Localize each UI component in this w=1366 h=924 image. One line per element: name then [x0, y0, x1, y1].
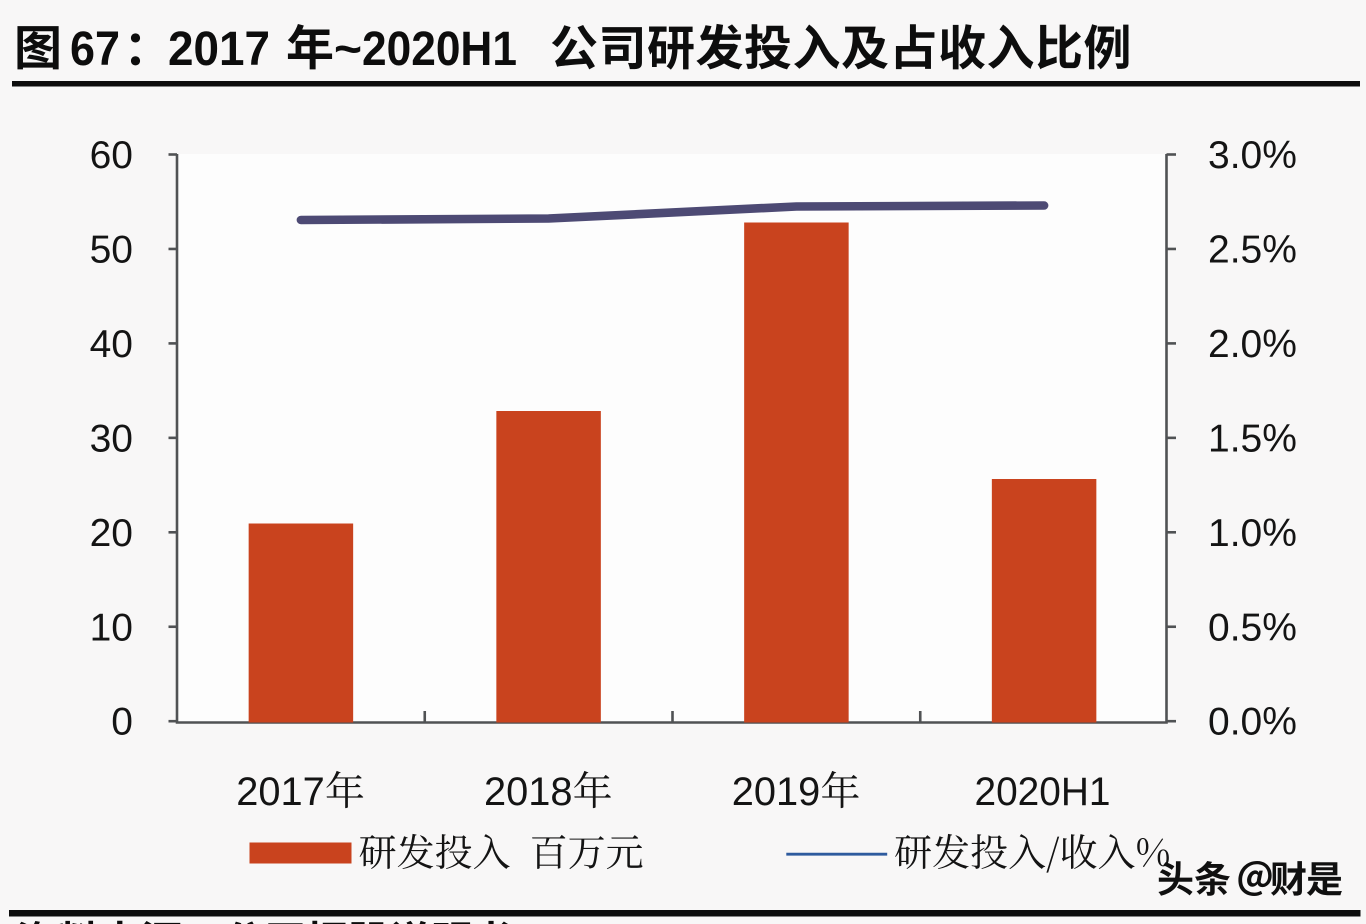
svg-text:2.5%: 2.5%	[1208, 228, 1297, 271]
svg-text:20: 20	[90, 512, 133, 555]
svg-text:2017: 2017	[236, 770, 324, 814]
svg-text:2.0%: 2.0%	[1208, 323, 1297, 366]
svg-text:2020H1: 2020H1	[975, 770, 1111, 814]
svg-text:0.0%: 0.0%	[1208, 701, 1297, 744]
svg-text:67: 67	[70, 23, 120, 76]
svg-text:3.0%: 3.0%	[1208, 134, 1297, 177]
svg-text:1.0%: 1.0%	[1208, 512, 1297, 555]
svg-text:2018: 2018	[484, 770, 573, 814]
svg-text:40: 40	[90, 323, 133, 366]
svg-text:30: 30	[90, 417, 133, 460]
svg-text:1.5%: 1.5%	[1208, 417, 1297, 460]
svg-text:2017: 2017	[168, 23, 270, 76]
svg-text:0: 0	[111, 701, 133, 744]
svg-text:60: 60	[90, 134, 133, 177]
svg-text:50: 50	[90, 228, 133, 271]
svg-text:~: ~	[334, 23, 362, 76]
svg-text:10: 10	[90, 606, 133, 649]
svg-text:2020H1: 2020H1	[362, 23, 517, 76]
svg-text:2019: 2019	[732, 770, 821, 814]
svg-text:0.5%: 0.5%	[1208, 606, 1297, 649]
